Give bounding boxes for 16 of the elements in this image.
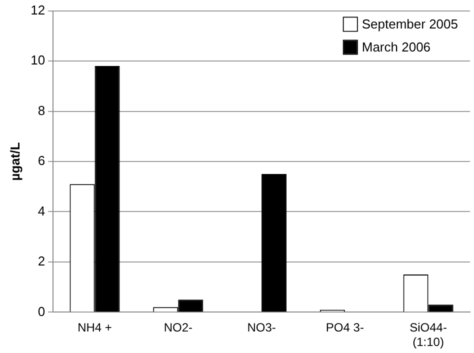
x-tick-label: NO2- xyxy=(164,320,192,335)
x-tick-label: PO4 3- xyxy=(326,320,364,335)
y-tick-label: 12 xyxy=(30,2,46,18)
x-tick-label: NO3- xyxy=(247,320,276,335)
x-tick-label: NH4 + xyxy=(78,320,112,335)
y-tick-label: 4 xyxy=(38,203,46,218)
y-tick-label: 10 xyxy=(30,52,46,68)
bar xyxy=(262,174,287,312)
x-tick-label: SiO44- (1:10) xyxy=(410,320,447,350)
y-tick-label: 6 xyxy=(38,153,46,168)
y-tick-label: 2 xyxy=(38,254,46,269)
y-tick-label: 8 xyxy=(38,102,46,118)
legend-label: March 2006 xyxy=(362,39,431,54)
y-tick-label: 0 xyxy=(38,304,46,319)
legend-label: September 2005 xyxy=(362,16,458,32)
y-axis-title: µgat/L xyxy=(7,142,22,181)
